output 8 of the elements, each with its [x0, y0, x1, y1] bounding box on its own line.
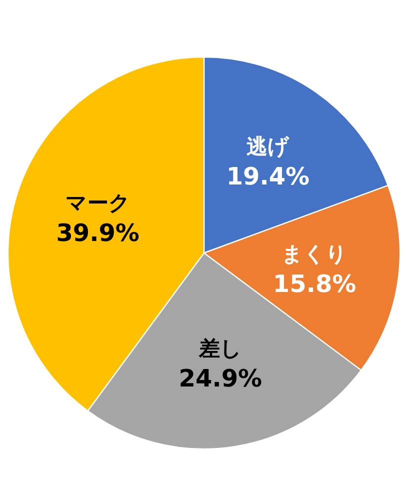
slice-label: マーク: [65, 191, 130, 216]
data-label: 39.9%: [56, 219, 140, 248]
slice-label: まくり: [282, 242, 348, 266]
data-label: 15.8%: [272, 270, 356, 298]
data-label: 19.4%: [226, 162, 310, 190]
slice-label: 差し: [198, 336, 242, 361]
slice-label: 逃げ: [246, 134, 290, 158]
data-label: 24.9%: [178, 364, 262, 393]
